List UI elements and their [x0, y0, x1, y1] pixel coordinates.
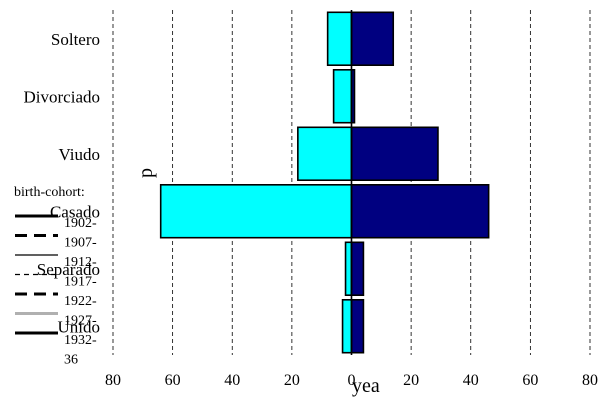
category-label: Viudo — [59, 145, 100, 164]
x-tick-labels: 80 60 40 20 0 20 40 60 80 — [105, 372, 598, 389]
category-label: Soltero — [51, 30, 100, 49]
x-tick-label: 60 — [165, 372, 181, 389]
legend-label: 1922- — [64, 294, 97, 309]
y-axis-label: p — [135, 168, 157, 178]
left-bar-divorciado — [332, 69, 353, 124]
x-tick-label: 20 — [403, 372, 419, 389]
legend-label: 1912- — [64, 255, 97, 270]
legend-label: 36 — [64, 353, 78, 368]
bars — [159, 11, 490, 354]
x-tick-label: 80 — [582, 372, 598, 389]
x-tick-label: 40 — [224, 372, 240, 389]
right-bar-separado — [350, 241, 365, 297]
left-bar-viudo — [297, 126, 353, 182]
legend-label: 1917- — [64, 275, 97, 290]
category-labels: SolteroDivorciadoViudoCasadoSeparadoUnid… — [24, 30, 100, 337]
x-tick-label: 80 — [105, 372, 121, 389]
left-bar-casado — [159, 184, 353, 239]
x-tick-label: 0 — [348, 372, 356, 389]
legend-label: 1907- — [64, 236, 97, 251]
right-bar-viudo — [350, 126, 439, 182]
category-label: Divorciado — [24, 87, 100, 106]
x-axis-label: yea — [352, 375, 380, 397]
legend-title: birth-cohort: — [14, 185, 85, 200]
category-label: Unido — [58, 317, 101, 336]
right-bar-soltero — [350, 11, 395, 67]
right-bar-casado — [350, 184, 490, 239]
left-bar-separado — [344, 241, 353, 297]
left-bar-unido — [341, 298, 353, 354]
legend-label: 1902- — [64, 216, 97, 231]
x-tick-label: 40 — [463, 372, 479, 389]
category-label: Casado — [50, 202, 100, 221]
x-tick-label: 20 — [284, 372, 300, 389]
legend-label: 1932- — [64, 333, 97, 348]
x-tick-label: 60 — [522, 372, 538, 389]
right-bar-unido — [350, 298, 365, 354]
left-bar-soltero — [326, 11, 353, 67]
legend: birth-cohort: 1902- 1907- 1912- 1917- 1922- 1… — [14, 185, 97, 368]
legend-label: 1927- — [64, 314, 97, 329]
